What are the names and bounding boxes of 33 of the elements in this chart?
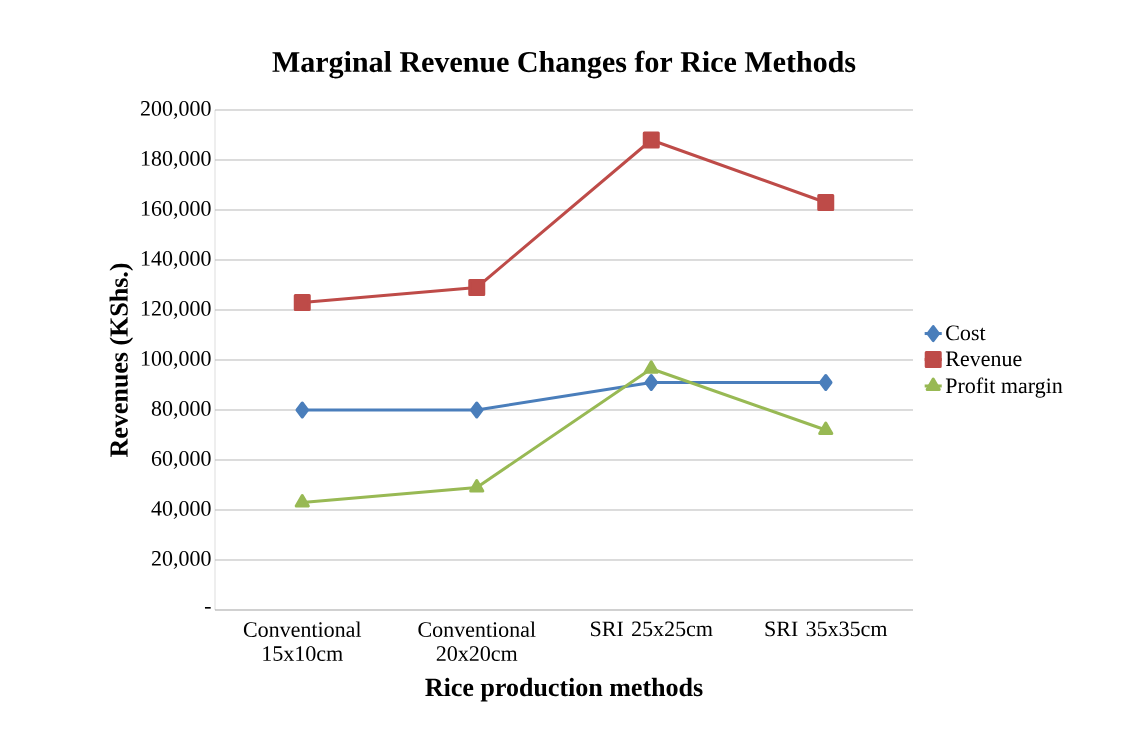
y-tick-label: 140,000 xyxy=(141,250,211,269)
y-tick-label: - xyxy=(204,606,211,609)
chart-title: Marginal Revenue Changes for Rice Methods xyxy=(272,50,856,79)
x-axis-title: Rice production methods xyxy=(425,677,703,702)
y-tick-label: 60,000 xyxy=(151,450,211,469)
point xyxy=(819,373,833,391)
legend-label: Cost xyxy=(946,325,986,341)
y-tick-label: 80,000 xyxy=(151,400,211,419)
y-tick-label: 200,000 xyxy=(140,100,211,119)
y-tick-label: 180,000 xyxy=(141,150,211,169)
legend-label: Revenue xyxy=(945,351,1022,367)
x-tick-label: Conventional 15x10cm xyxy=(243,621,362,661)
point xyxy=(643,360,659,374)
point xyxy=(294,493,310,508)
x-tick-label: SRI 25x25cm xyxy=(591,621,713,637)
y-tick-label: 40,000 xyxy=(151,500,211,519)
point xyxy=(642,131,660,149)
y-tick-label: 120,000 xyxy=(141,300,211,319)
y-tick-label: 100,000 xyxy=(141,350,211,369)
point xyxy=(468,278,486,296)
point xyxy=(817,193,835,211)
x-tick-label: Conventional 20x20cm xyxy=(418,621,536,661)
y-axis-title: Revenues (KShs.) xyxy=(109,263,134,458)
point xyxy=(293,293,311,311)
y-tick-label: 160,000 xyxy=(141,200,211,219)
point xyxy=(644,373,659,391)
y-tick-label: 20,000 xyxy=(151,550,211,569)
point xyxy=(470,401,484,419)
point xyxy=(295,401,310,419)
x-tick-label: SRI 35x35cm xyxy=(765,621,888,637)
point xyxy=(469,478,485,493)
legend-label: Profit margin xyxy=(945,377,1063,398)
point xyxy=(818,421,834,435)
